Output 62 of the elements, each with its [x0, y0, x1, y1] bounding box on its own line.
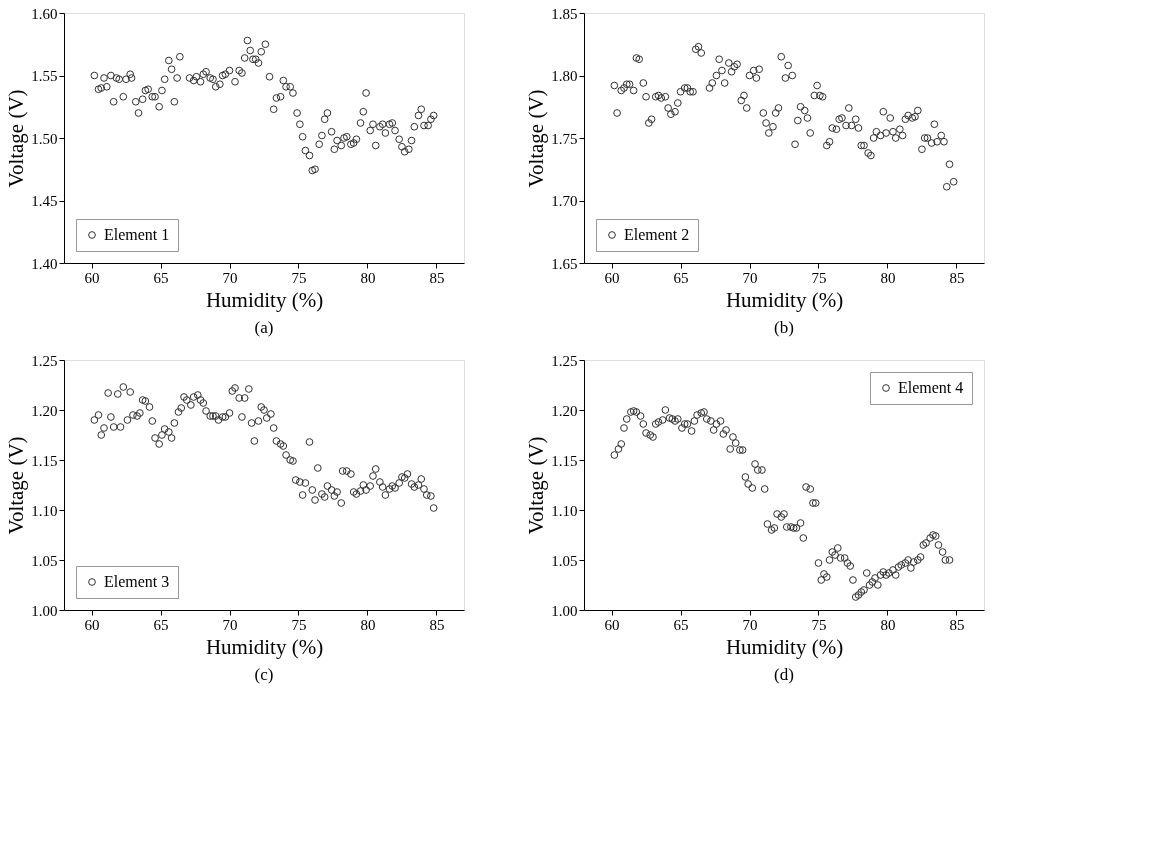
y-tick-label: 1.40: [31, 255, 58, 272]
x-tick-label: 75: [811, 269, 827, 286]
y-tick-label: 1.70: [551, 193, 578, 209]
y-tick-label: 1.00: [551, 602, 578, 619]
x-tick-label: 80: [880, 269, 896, 286]
x-tick-label: 85: [949, 269, 965, 286]
x-axis-title: Humidity (%): [205, 287, 324, 312]
x-tick-label: 65: [673, 616, 689, 633]
x-tick-label: 60: [84, 616, 100, 633]
x-tick-label: 70: [222, 269, 238, 286]
y-axis-title: Voltage (V): [524, 436, 549, 535]
y-tick-label: 1.10: [551, 502, 578, 519]
y-axis-title: Voltage (V): [524, 89, 549, 188]
y-tick-label: 1.25: [31, 352, 58, 369]
y-axis-title: Voltage (V): [4, 436, 29, 535]
y-axis-title: Voltage (V): [4, 89, 29, 188]
text: (c): [254, 665, 274, 684]
x-tick-label: 75: [811, 616, 827, 633]
x-tick-label: 70: [222, 616, 238, 633]
x-tick-label: 80: [360, 269, 376, 286]
text: (d): [774, 665, 794, 684]
x-tick-label: 85: [949, 616, 965, 633]
y-tick-label: 1.80: [551, 68, 578, 84]
y-tick-label: 1.00: [31, 602, 58, 619]
x-tick-label: 85: [429, 616, 445, 633]
y-tick-label: 1.25: [551, 352, 578, 369]
x-axis-title: Humidity (%): [725, 634, 844, 659]
x-tick-label: 65: [153, 616, 169, 633]
y-tick-label: 1.65: [551, 255, 578, 272]
x-tick-label: 60: [604, 269, 620, 286]
x-tick-label: 85: [429, 269, 445, 286]
y-tick-label: 1.50: [31, 130, 58, 147]
legend-label: Element 1: [104, 226, 170, 243]
legend-label: Element 4: [898, 379, 964, 396]
y-tick-label: 1.75: [551, 130, 578, 147]
y-tick-label: 1.60: [31, 5, 58, 22]
x-tick-label: 75: [291, 269, 307, 286]
legend-label: Element 3: [104, 573, 170, 590]
text: (a): [254, 318, 274, 337]
x-axis-title: Humidity (%): [205, 634, 324, 659]
x-tick-label: 70: [742, 269, 758, 286]
y-tick-label: 1.45: [31, 193, 58, 209]
x-tick-label: 65: [153, 269, 169, 286]
legend-label: Element 2: [624, 226, 690, 243]
y-tick-label: 1.20: [551, 402, 578, 419]
y-tick-label: 1.15: [31, 452, 58, 469]
y-tick-label: 1.55: [31, 68, 58, 84]
x-tick-label: 60: [84, 269, 100, 286]
text: (b): [774, 318, 794, 337]
y-tick-label: 1.20: [31, 402, 58, 419]
y-tick-label: 1.05: [31, 552, 58, 569]
x-tick-label: 65: [673, 269, 689, 286]
x-tick-label: 70: [742, 616, 758, 633]
x-tick-label: 80: [880, 616, 896, 633]
x-tick-label: 60: [604, 616, 620, 633]
y-tick-label: 1.85: [551, 5, 578, 22]
y-tick-label: 1.05: [551, 552, 578, 569]
x-tick-label: 75: [291, 616, 307, 633]
x-axis-title: Humidity (%): [725, 287, 844, 312]
y-tick-label: 1.15: [551, 452, 578, 469]
x-tick-label: 80: [360, 616, 376, 633]
y-tick-label: 1.10: [31, 502, 58, 519]
